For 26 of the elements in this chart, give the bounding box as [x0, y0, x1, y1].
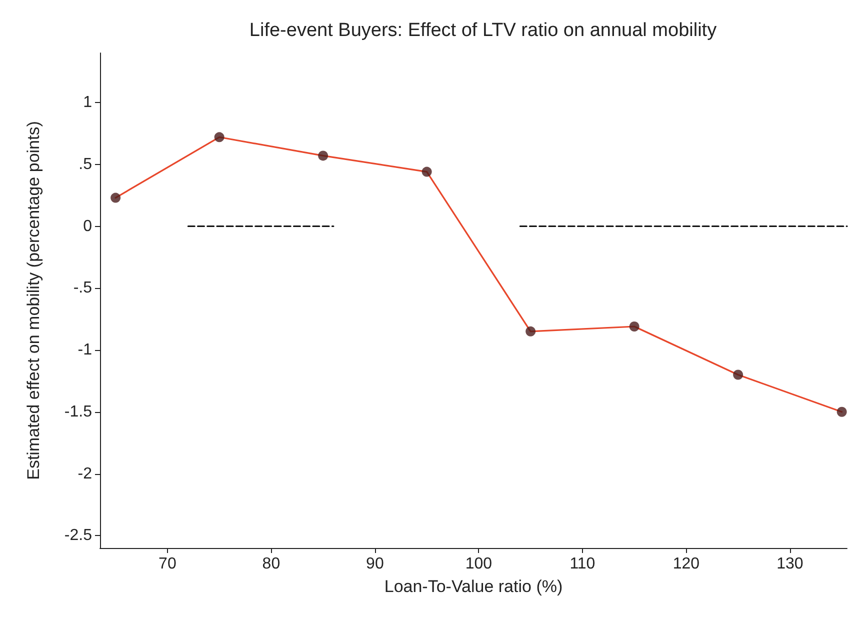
- point: [422, 166, 432, 177]
- x-tick-label: 90: [366, 556, 384, 572]
- x-tick-label: 130: [776, 556, 804, 572]
- point: [214, 132, 224, 142]
- y-tick-label: -.5: [73, 280, 92, 297]
- y-tick-label: -1.5: [64, 403, 92, 420]
- point: [836, 406, 847, 417]
- point: [526, 326, 536, 336]
- y-tick-label: -1: [78, 342, 92, 358]
- point: [110, 192, 121, 203]
- x-tick-label: 70: [158, 556, 176, 572]
- y-axis-title: Estimated effect on mobility (percentage points): [24, 121, 43, 480]
- x-tick-label: 110: [570, 556, 596, 572]
- y-tick-label: -2.5: [64, 527, 92, 544]
- y-tick-label: 0: [83, 218, 92, 235]
- point: [629, 321, 640, 332]
- y-tick-label: 1: [83, 94, 92, 111]
- point: [318, 150, 328, 161]
- x-axis-title: Loan-To-Value ratio (%): [384, 577, 563, 596]
- x-tick-label: 120: [672, 556, 700, 572]
- x-tick-label: 80: [262, 556, 280, 572]
- y-tick-label: -2: [78, 465, 92, 482]
- chart-title: Life-event Buyers: Effect of LTV ratio on annual mobility: [249, 20, 718, 41]
- y-tick-label: .5: [78, 156, 92, 173]
- x-tick-label: 100: [465, 556, 492, 572]
- point: [733, 370, 744, 380]
